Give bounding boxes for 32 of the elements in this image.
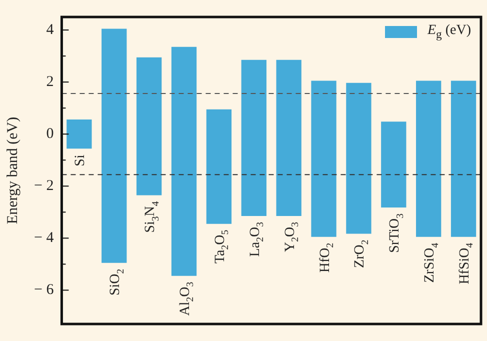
x-tick-label: HfSiO4	[458, 242, 476, 284]
x-tick-label: Si	[73, 154, 88, 166]
bar	[136, 57, 162, 196]
bar	[102, 28, 127, 263]
bar	[381, 122, 406, 208]
bar	[416, 80, 442, 237]
bar	[171, 46, 197, 276]
bar	[276, 60, 302, 216]
bar	[66, 120, 92, 149]
bar	[206, 109, 232, 224]
x-tick-label: SiO2	[108, 268, 126, 296]
x-tick-label: Y2O3	[282, 222, 302, 252]
legend-label: E$_{g}$ (eV)	[427, 23, 471, 41]
y-tick-label: 2	[46, 74, 54, 90]
y-tick-label: − 2	[34, 178, 54, 194]
y-axis-title: Energy band (eV)	[4, 116, 21, 224]
bar	[450, 80, 476, 237]
x-tick-label: Si3N4	[143, 201, 162, 233]
y-tick-label: 4	[46, 22, 54, 38]
y-tick-label: − 4	[34, 230, 54, 246]
bar	[241, 60, 266, 216]
bar	[346, 82, 372, 234]
x-tick-label: HfO2	[318, 242, 336, 273]
x-tick-label: SrTiO3	[388, 213, 406, 253]
y-tick-label: 0	[46, 126, 54, 142]
y-tick-label: − 6	[34, 282, 54, 298]
bar	[311, 80, 336, 237]
x-tick-label: Al2O3	[178, 282, 196, 316]
x-tick-label: La2O3	[248, 222, 266, 257]
x-tick-label: ZrSiO4	[422, 242, 441, 283]
x-tick-label: Ta2O5	[212, 230, 232, 264]
x-tick-label: ZrO2	[352, 240, 371, 268]
